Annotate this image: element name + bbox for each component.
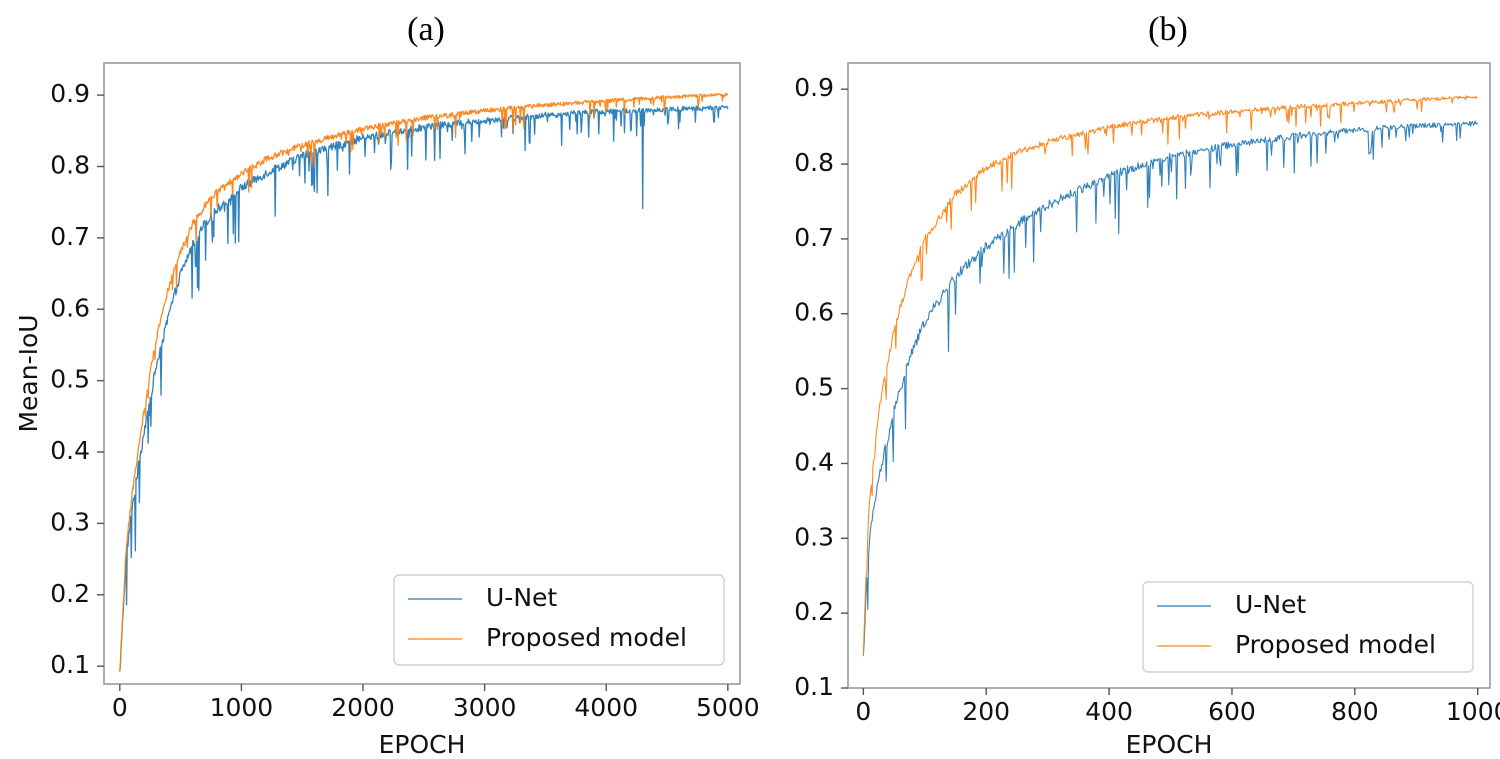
y-tick-label: 0.5 — [50, 365, 90, 394]
series-line-proposed-model — [862, 95, 1478, 657]
y-tick-label: 0.8 — [50, 151, 90, 180]
y-tick-label: 0.2 — [50, 579, 90, 608]
y-tick-label: 0.3 — [794, 522, 834, 551]
chart-title: (b) — [1148, 11, 1188, 48]
y-tick-label: 0.7 — [50, 222, 90, 251]
x-tick-label: 0 — [112, 693, 128, 722]
x-tick-label: 3000 — [453, 693, 517, 722]
y-tick-label: 0.4 — [50, 436, 90, 465]
x-tick-label: 4000 — [574, 693, 638, 722]
x-tick-label: 5000 — [696, 693, 760, 722]
series-line-u-net — [862, 120, 1479, 656]
x-tick-label: 200 — [962, 697, 1010, 726]
x-tick-label: 1000 — [1446, 697, 1500, 726]
legend-label: Proposed model — [1235, 630, 1436, 659]
x-tick-label: 2000 — [331, 693, 395, 722]
plot-frame — [847, 62, 1491, 689]
x-tick-label: 1000 — [210, 693, 274, 722]
y-tick-label: 0.1 — [50, 650, 90, 679]
plot-frame — [103, 62, 741, 685]
legend-label: U-Net — [1235, 590, 1306, 619]
x-tick-label: 0 — [855, 697, 871, 726]
legend-box — [1142, 581, 1474, 673]
y-tick-label: 0.2 — [794, 597, 834, 626]
chart-panel-0: (a) 0 1000 2000 3000 4000 5000 0.1 0.2 0.3 0.4 0.5 0… — [14, 11, 760, 759]
series-line-proposed-model — [119, 92, 729, 672]
chart-title: (a) — [407, 11, 445, 48]
series-line-u-net — [119, 105, 729, 672]
legend-label: U-Net — [486, 583, 557, 612]
x-tick-label: 600 — [1208, 697, 1256, 726]
y-tick-label: 0.4 — [794, 447, 834, 476]
y-tick-label: 0.6 — [50, 293, 90, 322]
y-tick-label: 0.8 — [794, 148, 834, 177]
legend-label: Proposed model — [486, 623, 687, 652]
y-tick-label: 0.1 — [794, 672, 834, 701]
y-tick-label: 0.9 — [50, 79, 90, 108]
y-tick-label: 0.5 — [794, 373, 834, 402]
chart-panel-1: (b) 0 200 400 600 800 1000 0.1 0.2 0.3 0.4 0.5 0.6 0.… — [794, 11, 1500, 759]
x-axis-label: EPOCH — [379, 730, 466, 759]
x-tick-label: 800 — [1331, 697, 1379, 726]
y-tick-label: 0.3 — [50, 507, 90, 536]
y-axis-label: Mean-IoU — [14, 314, 43, 432]
legend: U-Net Proposed model — [393, 574, 725, 666]
x-axis-label: EPOCH — [1126, 730, 1213, 759]
y-tick-label: 0.6 — [794, 298, 834, 327]
y-tick-label: 0.9 — [794, 73, 834, 102]
y-tick-label: 0.7 — [794, 223, 834, 252]
legend: U-Net Proposed model — [1142, 581, 1474, 673]
legend-box — [393, 574, 725, 666]
x-tick-label: 400 — [1085, 697, 1133, 726]
